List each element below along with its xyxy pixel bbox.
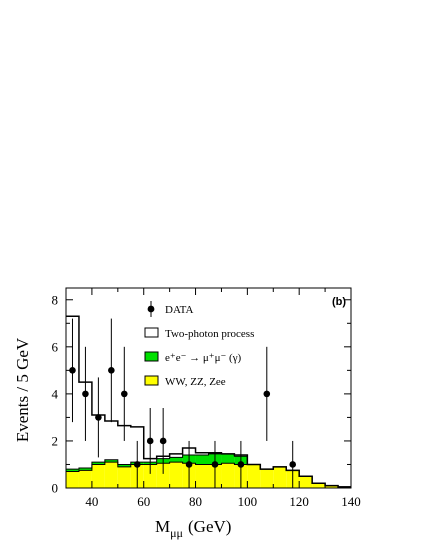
bar-ww-zz-zee	[143, 464, 157, 488]
data-point	[69, 367, 76, 374]
bar-mumu	[195, 455, 209, 465]
legend-swatch-ww-zz-zee	[144, 375, 159, 386]
data-point	[159, 437, 167, 445]
x-tick-label: 100	[238, 494, 258, 509]
data-point	[237, 461, 245, 468]
bar-ww-zz-zee	[117, 466, 131, 488]
bar-ww-zz-zee	[260, 469, 274, 488]
data-point	[133, 461, 141, 468]
bar-ww-zz-zee	[247, 464, 261, 488]
bar-mumu	[169, 457, 183, 463]
bar-mumu	[91, 462, 105, 465]
x-axis-label-unit: (GeV)	[188, 517, 231, 536]
data-point	[211, 461, 219, 468]
x-tick-label: 60	[137, 494, 150, 509]
data-point	[95, 414, 102, 421]
y-tick-label: 0	[52, 481, 59, 496]
legend-label-ww-zz-zee: WW, ZZ, Zee	[165, 376, 226, 388]
legend-swatch-mumu	[144, 351, 159, 362]
bar-ww-zz-zee	[195, 464, 209, 488]
legend-label-mumu: e⁺e⁻ → μ⁺μ⁻ (γ)	[165, 352, 242, 364]
bar-ww-zz-zee	[156, 463, 170, 488]
y-tick-label: 2	[52, 433, 59, 448]
x-axis-label-main: M	[155, 517, 170, 536]
data-point	[82, 390, 89, 398]
bar-ww-zz-zee	[104, 462, 118, 488]
line-two-photon	[66, 315, 351, 488]
y-tick-label: 8	[52, 292, 59, 307]
bar-mumu	[104, 459, 118, 463]
legend-swatch-two-photon	[144, 327, 159, 338]
bar-ww-zz-zee	[78, 470, 92, 488]
data-point	[185, 461, 193, 468]
x-tick-label: 120	[289, 494, 309, 509]
x-axis-label: Mμμ (GeV)	[155, 517, 231, 540]
data-point	[120, 390, 128, 398]
bar-ww-zz-zee	[169, 462, 183, 488]
bar-ww-zz-zee	[325, 485, 339, 488]
panel-label: (b)	[332, 296, 346, 308]
bar-ww-zz-zee	[66, 471, 79, 488]
plot-area	[66, 315, 351, 488]
plot-frame	[65, 287, 352, 489]
bar-ww-zz-zee	[273, 466, 287, 488]
x-tick-label: 40	[85, 494, 98, 509]
bar-mumu	[221, 453, 235, 464]
bar-ww-zz-zee	[91, 464, 105, 488]
x-axis-label-sub: μμ	[170, 526, 183, 540]
data-point	[289, 461, 297, 468]
x-tick-label: 80	[189, 494, 202, 509]
bar-ww-zz-zee	[221, 463, 235, 488]
legend: DATA Two-photon process e⁺e⁻ → μ⁺μ⁻ (γ) …	[144, 301, 254, 388]
legend-label-two-photon: Two-photon process	[165, 328, 254, 340]
bar-ww-zz-zee	[299, 476, 313, 488]
bar-ww-zz-zee	[312, 483, 326, 488]
y-tick-label: 6	[52, 339, 59, 354]
data-point	[108, 367, 115, 374]
data-point	[263, 390, 271, 398]
x-tick-label: 140	[341, 494, 361, 509]
legend-label-data: DATA	[165, 304, 194, 316]
bar-mumu	[78, 468, 92, 471]
legend-data-marker	[147, 301, 155, 317]
y-axis-label: Events / 5 GeV	[13, 337, 32, 442]
data-point	[146, 437, 154, 445]
axes: 40 60 80 100 120 140 0 2 4 6 8	[52, 287, 361, 509]
y-tick-label: 4	[52, 386, 59, 401]
bar-mumu	[117, 464, 131, 467]
bar-mumu	[66, 469, 79, 472]
